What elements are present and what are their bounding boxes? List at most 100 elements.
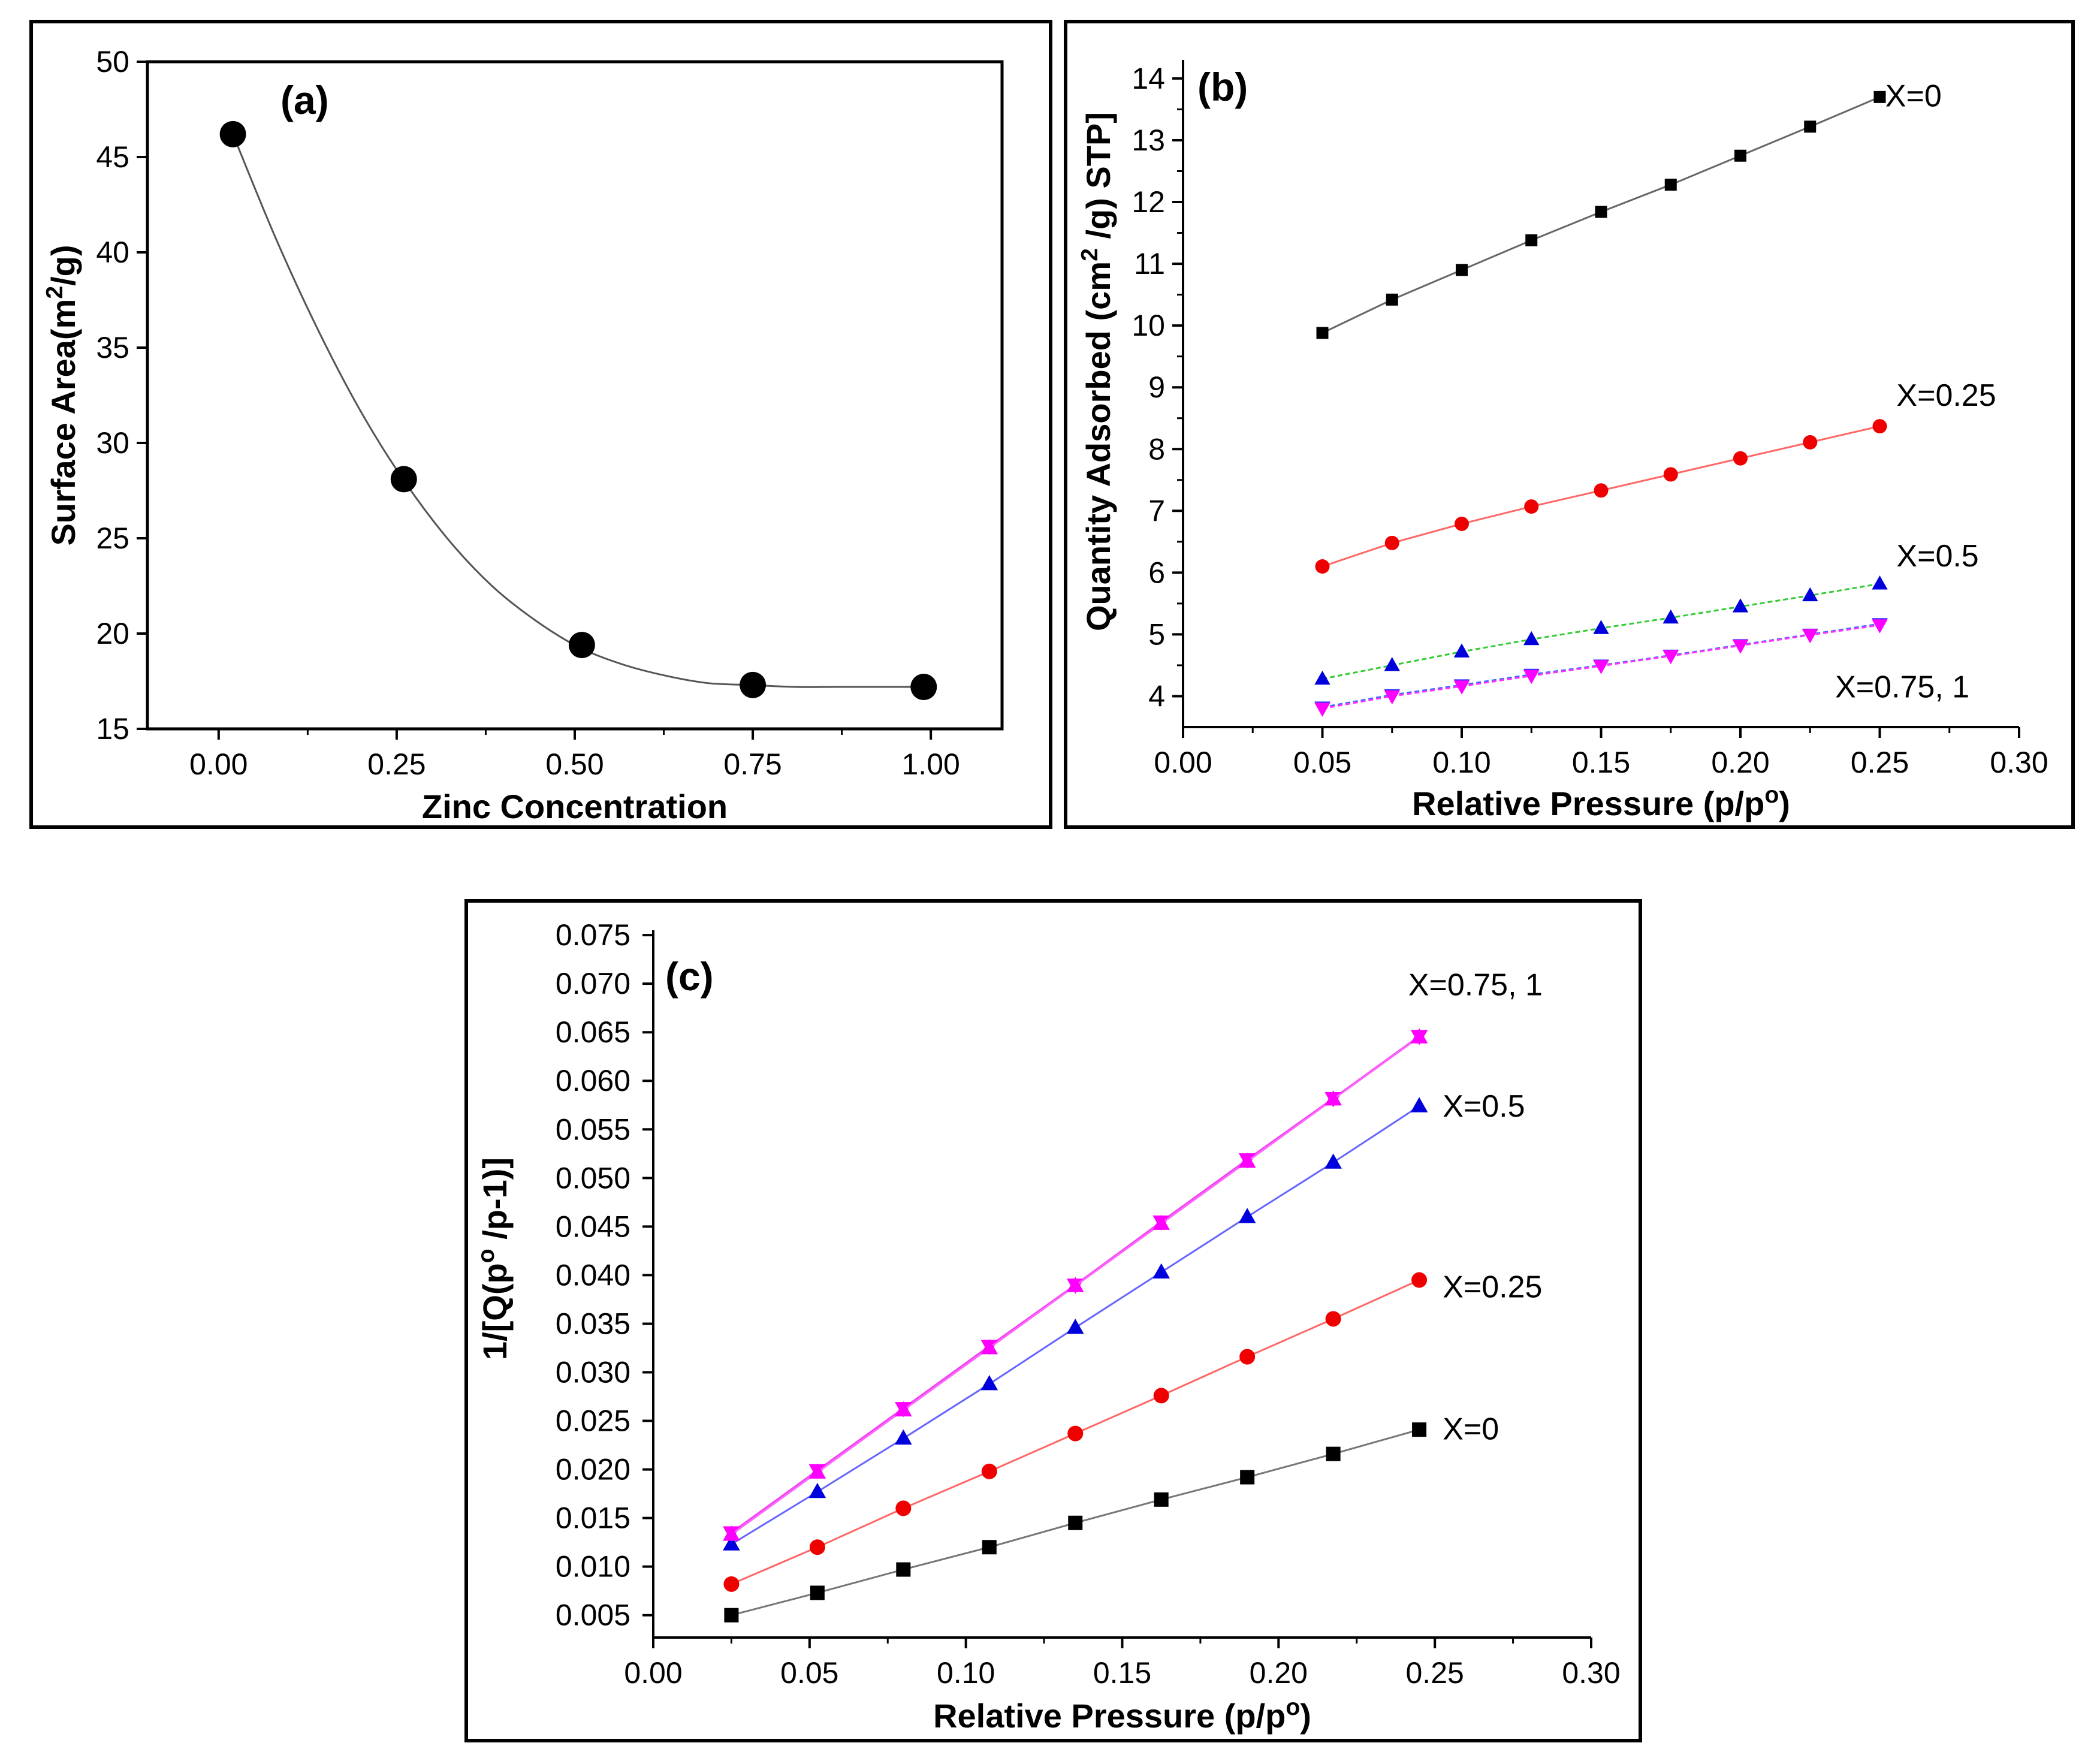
y-tick-label: 0.015 <box>556 1501 630 1535</box>
series-label: X=0.75, 1 <box>1408 968 1543 1003</box>
data-point <box>1663 467 1678 482</box>
data-point <box>895 1429 912 1445</box>
y-tick-label: 0.045 <box>556 1210 630 1243</box>
x-axis-title-end: ) <box>1779 785 1790 822</box>
data-point <box>1324 1153 1342 1169</box>
y-tick-label: 15 <box>96 712 129 746</box>
data-point <box>895 1401 912 1417</box>
data-point <box>1732 640 1749 654</box>
y-tick-label: 6 <box>1148 556 1165 589</box>
data-point <box>1315 559 1330 574</box>
data-point <box>1238 1152 1256 1168</box>
y-axis-title-main: Quantity Adsorbed (cm <box>1079 261 1117 631</box>
data-point <box>1326 1446 1341 1461</box>
x-tick-label: 0.00 <box>1154 746 1212 779</box>
data-point <box>982 1540 997 1555</box>
data-point <box>219 120 246 147</box>
series-label: X=0 <box>1443 1412 1499 1446</box>
data-point <box>896 1562 911 1577</box>
panel-b: 0.00 0.05 0.10 0.15 0.20 0.25 0.30 4 5 6 7 8 9 10 11 12… <box>1064 20 2075 829</box>
panel-label: (a) <box>280 78 329 122</box>
x-tick-label: 0.05 <box>1293 746 1351 779</box>
data-point <box>1314 702 1330 717</box>
x-tick-label: 0.30 <box>1990 746 2048 779</box>
y-tick-label: 7 <box>1148 494 1165 527</box>
data-point <box>1456 264 1468 276</box>
data-point <box>1453 643 1470 658</box>
data-point <box>1873 91 1886 103</box>
y-tick-label: 50 <box>96 45 129 79</box>
y-tick-label: 9 <box>1148 370 1165 404</box>
data-point <box>724 1608 739 1623</box>
x-tick-label: 0.15 <box>1093 1656 1151 1690</box>
x-tick-label: 0.10 <box>937 1656 995 1690</box>
y-tick-label: 0.020 <box>556 1453 630 1486</box>
panel-label: (b) <box>1197 65 1248 109</box>
data-point <box>1410 1097 1428 1112</box>
data-point <box>1384 535 1399 550</box>
y-tick-label: 45 <box>96 140 129 174</box>
series-label: X=0.25 <box>1896 378 1996 413</box>
data-point <box>1316 327 1329 339</box>
fit-curve <box>232 134 924 688</box>
panel-a: 0.00 0.25 0.50 0.75 1.00 15 20 25 30 35 40 45 50 (a) Z… <box>29 20 1052 829</box>
data-point <box>1412 1422 1427 1437</box>
y-axis-title-end: /g) <box>44 245 82 285</box>
data-point <box>1872 619 1888 634</box>
x-tick-label: 0.10 <box>1432 746 1490 779</box>
y-axis-title: Surface Area(m2/g) <box>42 245 83 545</box>
y-tick-label: 0.070 <box>556 967 630 1000</box>
data-point <box>1595 206 1607 218</box>
y-tick-label: 4 <box>1148 679 1165 713</box>
data-point <box>980 1375 998 1391</box>
y-axis-title-end: /g) STP] <box>1079 112 1117 248</box>
x-axis-title-main: Relative Pressure (p/p <box>933 1697 1286 1735</box>
data-point <box>1325 1311 1341 1327</box>
y-tick-label: 14 <box>1132 62 1165 95</box>
data-point <box>1240 1470 1255 1485</box>
data-point <box>981 1463 997 1479</box>
data-point <box>1153 1388 1169 1404</box>
y-axis-title-end: /p-1)] <box>476 1157 514 1249</box>
data-point <box>1872 419 1887 434</box>
data-point <box>1239 1349 1256 1365</box>
data-point <box>1523 631 1540 646</box>
y-tick-label: 0.040 <box>556 1258 630 1292</box>
data-point <box>1525 234 1538 246</box>
y-tick-label: 0.005 <box>556 1599 630 1632</box>
series-label: X=0.5 <box>1443 1089 1525 1124</box>
data-point <box>1593 620 1609 634</box>
data-point <box>808 1463 826 1479</box>
x-tick-label: 0.00 <box>189 747 248 781</box>
data-point <box>1066 1318 1084 1334</box>
x-tick-label: 0.25 <box>367 747 426 781</box>
data-point <box>1733 451 1748 466</box>
data-point <box>1411 1272 1428 1288</box>
y-tick-label: 0.055 <box>556 1112 630 1146</box>
panel-border <box>29 20 1052 829</box>
y-tick-label: 0.065 <box>556 1015 630 1049</box>
data-point <box>568 632 595 659</box>
x-axis-title-superscript: o <box>1286 1694 1300 1720</box>
x-tick-label: 0.20 <box>1711 746 1769 779</box>
data-point <box>1384 657 1400 671</box>
y-tick-label: 13 <box>1132 123 1165 157</box>
y-axis-title-main: Surface Area(m <box>44 299 82 546</box>
data-point <box>1524 499 1539 514</box>
x-tick-label: 0.30 <box>1562 1656 1620 1690</box>
data-point <box>1066 1277 1084 1292</box>
data-point <box>390 466 417 493</box>
x-axis-title: Zinc Concentration <box>422 788 728 825</box>
y-axis-title-superscript: o <box>473 1249 499 1263</box>
y-tick-label: 40 <box>96 236 129 269</box>
y-tick-label: 12 <box>1132 185 1165 219</box>
x-axis-title-main: Relative Pressure (p/p <box>1412 785 1764 822</box>
data-point <box>1523 670 1540 685</box>
data-point <box>1732 598 1749 613</box>
x-axis-title-end: ) <box>1300 1697 1311 1735</box>
data-point <box>1453 680 1470 695</box>
data-point <box>740 671 767 698</box>
data-point <box>723 1535 740 1551</box>
panel-border <box>1064 20 2075 829</box>
x-tick-label: 0.25 <box>1851 746 1909 779</box>
